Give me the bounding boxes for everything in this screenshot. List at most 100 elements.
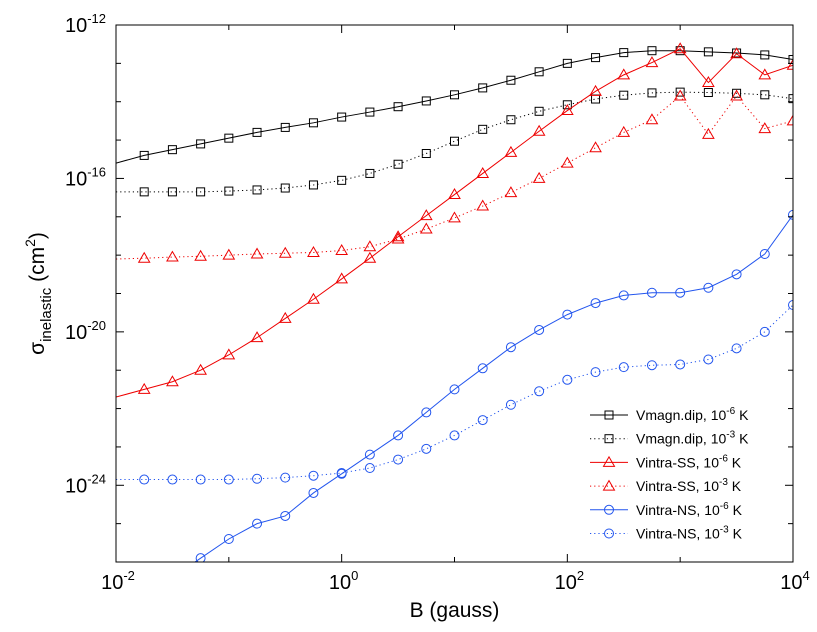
series-5-point (139, 474, 150, 485)
series-4-point (308, 487, 319, 498)
series-2-point (307, 292, 320, 304)
series-3-point (560, 156, 574, 168)
series-5-point (393, 454, 404, 465)
series-4-point (168, 573, 177, 582)
series-2 (116, 42, 793, 398)
series-4-point (364, 449, 375, 460)
series-1 (116, 87, 793, 197)
series-1-point (506, 115, 516, 125)
series-0-point (139, 150, 149, 160)
series-4-point (223, 533, 234, 544)
series-2-point (278, 311, 292, 323)
series-0-point (703, 47, 713, 57)
series-1-point (760, 90, 770, 100)
series-0-point (760, 50, 770, 60)
series-1-point (139, 187, 149, 197)
series-2-point (194, 363, 207, 375)
legend-marker (604, 434, 614, 444)
series-2-point (673, 42, 687, 54)
series-5-point (759, 326, 770, 337)
series-4-point (534, 324, 545, 335)
series-2-point (391, 230, 405, 242)
legend-entry-3: Vintra-SS, 10-3 K (590, 477, 742, 494)
series-5-point (421, 443, 432, 454)
series-3-point (589, 141, 602, 153)
series-0-point (280, 122, 290, 132)
y-tick-label: 10-24 (65, 471, 106, 497)
series-line-5 (116, 304, 793, 481)
series-4-point (393, 430, 404, 441)
series-3-point (673, 89, 687, 101)
series-0-point (647, 46, 657, 56)
series-5-point (618, 362, 629, 373)
series-5-point (477, 415, 488, 426)
series-5-point (562, 374, 573, 385)
series-5-point (195, 474, 206, 485)
series-5-point (167, 474, 178, 485)
series-2-point (702, 76, 715, 88)
series-4-point (703, 282, 714, 293)
series-2-point (730, 47, 743, 59)
legend-label: Vintra-NS, 10-3 K (636, 525, 743, 542)
series-2-point (560, 104, 574, 116)
series-3-point (786, 114, 793, 126)
series-3-point (645, 113, 659, 125)
series-0-point (534, 67, 544, 77)
legend-marker (602, 455, 616, 467)
series-0-point (450, 90, 459, 100)
series-3-point (476, 199, 490, 211)
series-4-point (280, 510, 291, 521)
series-line-3 (116, 95, 793, 260)
series-4-point (477, 363, 488, 374)
series-2-point (758, 68, 772, 80)
series-1-point (393, 159, 403, 169)
series-0-point (506, 75, 516, 85)
series-2-point (504, 145, 518, 157)
series-3-point (222, 248, 236, 260)
legend-label: Vmagn.dip, 10-3 K (636, 430, 749, 447)
series-3-point (137, 251, 151, 263)
series-4-point (675, 287, 686, 298)
series-5-point (788, 300, 793, 311)
series-0-point (224, 133, 234, 143)
series-3-point (617, 125, 631, 137)
series-4-point (646, 287, 657, 298)
series-2-point (335, 272, 349, 284)
series-line-0 (116, 50, 793, 164)
series-1-point (534, 106, 544, 116)
series-4-point (195, 553, 206, 562)
series-4-point (505, 342, 516, 353)
series-1-point (478, 124, 488, 134)
x-axis-title: B (gauss) (410, 599, 500, 622)
series-line-4 (194, 214, 793, 562)
series-1-point (732, 88, 742, 98)
series-3-point (504, 186, 518, 198)
legend-marker (604, 410, 614, 420)
series-4-point (449, 384, 460, 395)
series-5 (116, 300, 793, 485)
series-2-point (166, 375, 179, 387)
series-4-point (562, 309, 573, 320)
series-4-point (731, 269, 742, 280)
series-5-point (308, 470, 319, 481)
x-tick-label: 100 (329, 568, 358, 594)
series-2-point (363, 251, 377, 263)
series-3-point (363, 240, 377, 252)
legend-label: Vintra-SS, 10-6 K (636, 453, 742, 470)
series-1-point (562, 100, 572, 110)
series-2-point (137, 382, 151, 394)
series-5-point (252, 473, 263, 484)
series-3-point (335, 244, 349, 256)
legend-entry-4: Vintra-NS, 10-6 K (590, 501, 743, 518)
series-5-point (449, 430, 460, 441)
series-1-point (337, 175, 347, 185)
series-5-point (364, 463, 375, 474)
series-4-point (788, 209, 793, 220)
series-3 (116, 89, 793, 263)
series-2-point (645, 56, 659, 68)
series-0-point (167, 145, 177, 155)
series-0-point (365, 107, 375, 117)
series-3-point (758, 122, 772, 134)
series-5-point (675, 359, 686, 370)
